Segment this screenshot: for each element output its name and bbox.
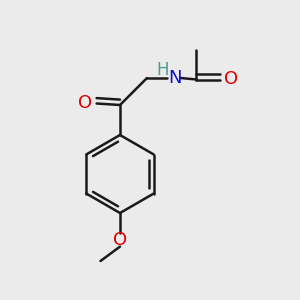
- Text: N: N: [169, 69, 182, 87]
- Text: O: O: [78, 94, 93, 112]
- Text: H: H: [156, 61, 169, 79]
- Text: O: O: [113, 231, 127, 249]
- Text: O: O: [224, 70, 238, 88]
